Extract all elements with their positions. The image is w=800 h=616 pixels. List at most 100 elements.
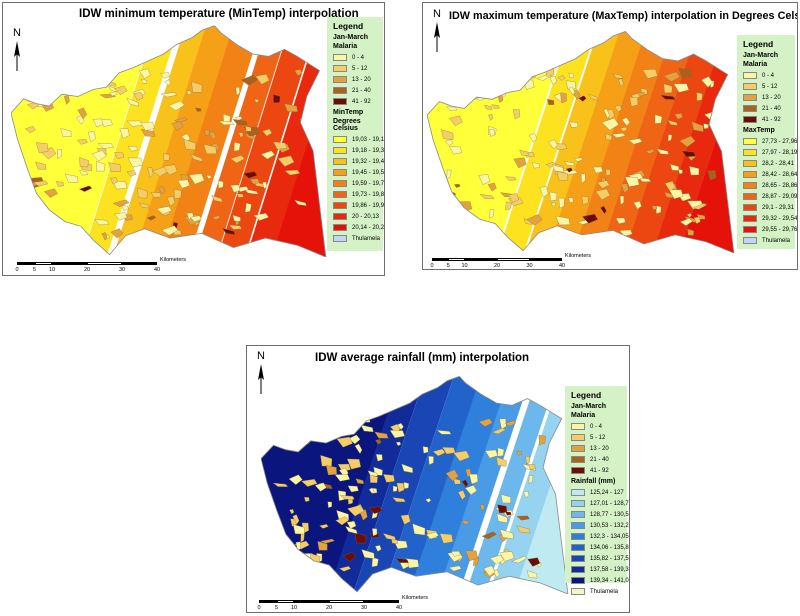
malaria-swatch xyxy=(571,456,585,463)
malaria-swatch xyxy=(743,72,757,79)
malaria-village xyxy=(568,72,574,78)
legend-label: 28,2 - 28,41 xyxy=(762,160,795,167)
malaria-village xyxy=(526,214,543,226)
malaria-village xyxy=(110,177,118,185)
malaria-village xyxy=(188,173,205,185)
malaria-village xyxy=(459,66,474,78)
scale-bar: 0 5 10 20 30 40 Kilometers xyxy=(15,257,186,275)
malaria-village xyxy=(654,114,663,124)
malaria-village xyxy=(354,532,367,544)
malaria-village xyxy=(618,78,624,87)
malaria-village xyxy=(230,184,241,193)
malaria-village xyxy=(509,74,517,82)
malaria-village xyxy=(451,551,461,557)
malaria-swatch xyxy=(743,94,757,101)
class-swatch xyxy=(333,147,347,154)
malaria-village xyxy=(528,133,538,143)
legend-row: Thulamela xyxy=(743,235,791,246)
malaria-village xyxy=(391,497,406,503)
malaria-village xyxy=(273,94,281,103)
scale-segment xyxy=(52,262,87,265)
legend-label: 21 - 40 xyxy=(762,105,781,112)
scale-tick-label: 20 xyxy=(83,267,91,273)
class-swatch xyxy=(333,202,347,209)
scale-unit-label: Kilometers xyxy=(160,257,186,263)
malaria-village xyxy=(582,213,598,224)
scale-tick-label: 10 xyxy=(290,605,298,611)
malaria-village xyxy=(372,528,378,537)
malaria-village xyxy=(396,482,405,493)
legend-label: 20,14 - 20,26 xyxy=(352,224,385,231)
scale-tick-label: 0 xyxy=(257,605,261,611)
malaria-village xyxy=(588,93,599,101)
legend-row: 5 - 12 xyxy=(743,81,791,92)
malaria-village xyxy=(629,96,639,107)
legend-label: 29,55 - 29,76 xyxy=(762,226,798,233)
malaria-village xyxy=(114,152,125,159)
malaria-village xyxy=(228,224,242,230)
scale-tick-label: 30 xyxy=(118,267,126,273)
malaria-village xyxy=(319,524,329,529)
legend-row: 19,03 - 19,17 xyxy=(333,134,384,145)
malaria-village xyxy=(687,228,695,236)
map-title: IDW minimum temperature (MinTemp) interp… xyxy=(79,8,359,20)
class-swatch xyxy=(571,555,585,562)
malaria-village xyxy=(459,76,477,87)
malaria-village xyxy=(245,125,252,132)
malaria-village xyxy=(667,119,678,126)
malaria-village xyxy=(621,183,629,193)
malaria-village xyxy=(664,180,676,192)
malaria-village xyxy=(471,230,480,237)
malaria-village xyxy=(97,143,114,149)
map-title: IDW maximum temperature (MaxTemp) interp… xyxy=(449,10,798,22)
north-arrow-icon: N xyxy=(429,8,445,54)
malaria-village xyxy=(568,121,579,128)
malaria-village xyxy=(355,478,364,485)
malaria-swatch xyxy=(743,83,757,90)
malaria-village xyxy=(146,215,157,221)
scale-tick-label: 5 xyxy=(274,605,279,611)
malaria-village xyxy=(369,506,383,514)
malaria-village xyxy=(29,91,42,97)
malaria-swatch xyxy=(571,423,585,430)
malaria-village xyxy=(292,514,300,525)
legend-label: 5 - 12 xyxy=(762,83,778,90)
malaria-village xyxy=(156,206,173,215)
rainfall-map-panel: IDW average rainfall (mm) interpolation … xyxy=(246,345,630,613)
malaria-village xyxy=(164,79,172,86)
malaria-village xyxy=(288,474,303,485)
malaria-village xyxy=(701,76,713,88)
class-swatch xyxy=(743,138,757,145)
malaria-swatch xyxy=(743,116,757,123)
malaria-village xyxy=(208,131,217,141)
malaria-village xyxy=(375,454,383,462)
boundary-swatch xyxy=(571,588,585,595)
malaria-village xyxy=(383,474,395,483)
scale-tick-label: 0 xyxy=(15,267,19,273)
malaria-village xyxy=(487,182,497,192)
legend-row: 137,58 - 139,33 xyxy=(571,564,629,575)
legend-row: 21 - 40 xyxy=(743,103,791,114)
class-swatch xyxy=(743,171,757,178)
malaria-village xyxy=(163,164,178,176)
malaria-village xyxy=(505,176,517,181)
malaria-village xyxy=(403,482,409,489)
malaria-village xyxy=(233,141,241,152)
malaria-village xyxy=(283,103,298,112)
class-swatch xyxy=(571,533,585,540)
malaria-village xyxy=(96,160,106,172)
legend-row: Thulamela xyxy=(333,233,380,244)
malaria-village xyxy=(121,205,129,211)
legend-row: 0 - 4 xyxy=(333,52,379,63)
scale-tick-label: 30 xyxy=(526,263,533,269)
malaria-village xyxy=(253,213,269,221)
malaria-village xyxy=(539,186,549,198)
legend-row: 41 - 92 xyxy=(743,114,791,125)
malaria-village xyxy=(141,230,147,238)
malaria-village xyxy=(660,94,676,100)
interpolation-band xyxy=(214,25,322,257)
malaria-village xyxy=(342,425,351,432)
malaria-swatch xyxy=(743,105,757,112)
legend-label: 19,59 - 19,72 xyxy=(352,180,385,187)
malaria-village xyxy=(614,105,622,113)
